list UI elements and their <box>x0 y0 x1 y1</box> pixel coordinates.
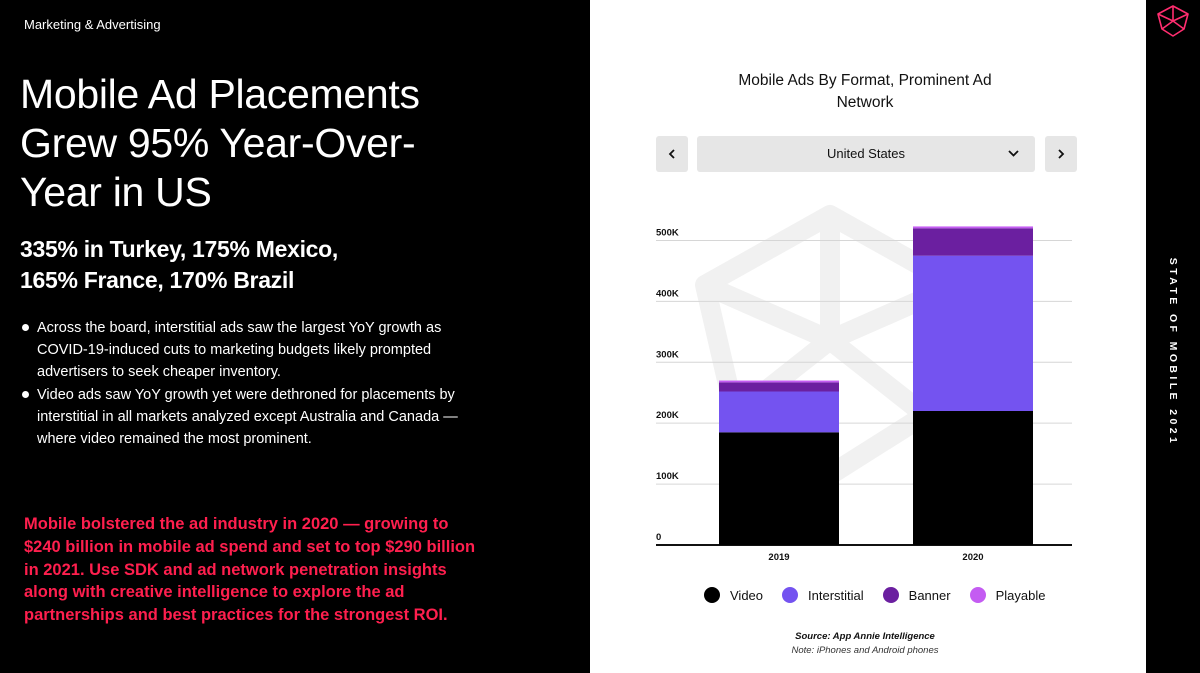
chevron-down-icon <box>1008 150 1019 157</box>
y-tick-label: 200K <box>656 410 679 421</box>
bar-banner-2020 <box>913 228 1033 256</box>
country-dropdown-value: United States <box>826 146 906 161</box>
y-tick-label: 500K <box>656 227 679 238</box>
chart-title: Mobile Ads By Format, Prominent Ad Netwo… <box>738 72 992 111</box>
legend-swatch <box>704 587 720 603</box>
bullet-text: Across the board, interstitial ads saw t… <box>37 320 442 381</box>
legend-label: Banner <box>908 587 951 603</box>
callout-text: Mobile bolstered the ad industry in 2020… <box>24 515 476 625</box>
category-label: Marketing & Advertising <box>24 17 161 32</box>
bar-interstitial-2020 <box>913 255 1033 411</box>
chevron-left-icon <box>668 149 675 159</box>
subhead-line-1: 335% in Turkey, 175% Mexico, <box>20 236 339 262</box>
footnote: Note: iPhones and Android phones <box>791 645 939 656</box>
previous-button[interactable] <box>656 136 688 172</box>
sidebar-strip: STATE OF MOBILE 2021 <box>1146 0 1200 673</box>
bullet-dot-icon <box>22 390 29 398</box>
bullet-list: Across the board, interstitial ads saw t… <box>22 317 492 450</box>
legend-label: Interstitial <box>808 587 864 603</box>
bar-video-2020 <box>913 411 1033 545</box>
bullet-item: Across the board, interstitial ads saw t… <box>22 317 492 384</box>
legend-item-interstitial: Interstitial <box>782 587 864 603</box>
bar-playable-2020 <box>913 226 1033 229</box>
bars <box>719 226 1033 545</box>
legend-swatch <box>782 587 799 603</box>
country-dropdown[interactable]: United States <box>697 136 1035 172</box>
subhead-line-2: 165% France, 170% Brazil <box>20 267 295 293</box>
y-tick-label: 300K <box>656 349 679 360</box>
y-tick-label: 400K <box>656 288 679 299</box>
headline: Mobile Ad Placements Grew 95% Year-Over-… <box>20 71 420 215</box>
bar-banner-2019 <box>719 382 839 392</box>
bar-playable-2019 <box>719 380 839 383</box>
report-title: STATE OF MOBILE 2021 <box>1167 257 1179 447</box>
legend-item-banner: Banner <box>882 587 951 603</box>
bullet-dot-icon <box>22 324 29 331</box>
legend-swatch <box>882 587 899 603</box>
subhead: 335% in Turkey, 175% Mexico, 165% France… <box>20 234 500 296</box>
legend-item-video: Video <box>704 587 763 603</box>
axis-labels: 0 100K 200K 300K 400K 500K 2019 2020 <box>656 227 984 563</box>
bar-video-2019 <box>719 432 839 545</box>
legend-swatch <box>969 587 986 603</box>
chevron-right-icon <box>1058 149 1065 159</box>
y-tick-label: 0 <box>656 532 661 543</box>
x-tick-label: 2019 <box>768 552 789 563</box>
text-panel: Marketing & Advertising Mobile Ad Placem… <box>0 0 590 673</box>
next-button[interactable] <box>1045 136 1077 172</box>
y-tick-label: 100K <box>656 471 679 482</box>
bullet-item: Video ads saw YoY growth yet were dethro… <box>22 384 492 451</box>
chart-legend: Video Interstitial Banner Playable <box>704 585 1064 605</box>
bar-interstitial-2019 <box>719 391 839 433</box>
x-tick-label: 2020 <box>962 552 983 563</box>
legend-label: Playable <box>995 587 1046 603</box>
chart-panel: Mobile Ads By Format, Prominent Ad Netwo… <box>590 0 1146 673</box>
legend-item-playable: Playable <box>969 587 1046 603</box>
diamond-logo-icon <box>1157 5 1189 37</box>
source-note: Source: App Annie Intelligence <box>795 631 935 642</box>
bullet-text: Video ads saw YoY growth yet were dethro… <box>37 386 458 448</box>
legend-label: Video <box>730 587 764 603</box>
stacked-bar-chart: 0 100K 200K 300K 400K 500K 2019 2020 <box>656 226 1072 563</box>
